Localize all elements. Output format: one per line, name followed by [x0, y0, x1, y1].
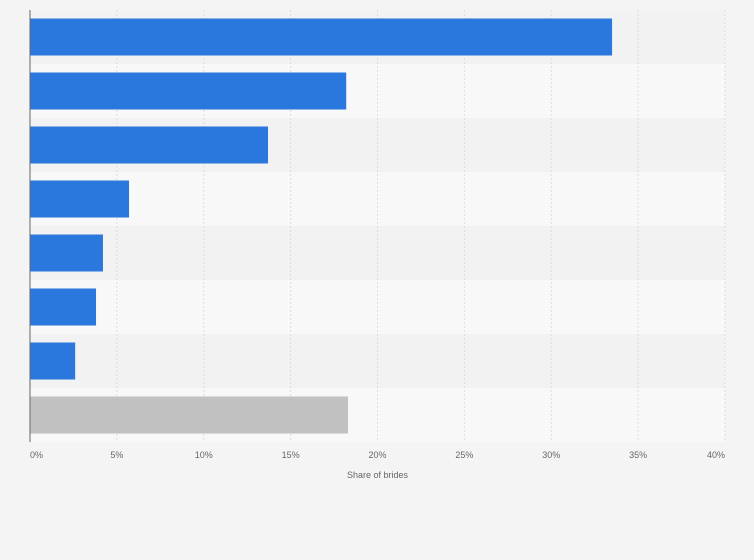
bars [30, 18, 613, 434]
bar[interactable] [30, 234, 103, 272]
bar[interactable] [30, 396, 348, 434]
x-tick-label: 0% [30, 450, 43, 460]
x-tick-label: 20% [368, 450, 386, 460]
x-tick-label: 40% [707, 450, 725, 460]
bar[interactable] [30, 342, 76, 380]
x-axis-title: Share of brides [347, 470, 409, 480]
bar[interactable] [30, 180, 130, 218]
bar[interactable] [30, 126, 269, 164]
x-tick-label: 15% [282, 450, 300, 460]
x-tick-label: 10% [195, 450, 213, 460]
bar[interactable] [30, 18, 613, 56]
x-tick-label: 35% [629, 450, 647, 460]
x-tick-label: 30% [542, 450, 560, 460]
x-tick-label: 5% [110, 450, 123, 460]
x-tick-label: 25% [455, 450, 473, 460]
bar[interactable] [30, 288, 97, 326]
x-tick-labels: 0% 5% 10% 15% 20% 25% 30% 35% 40% [30, 450, 725, 460]
bar[interactable] [30, 72, 347, 110]
